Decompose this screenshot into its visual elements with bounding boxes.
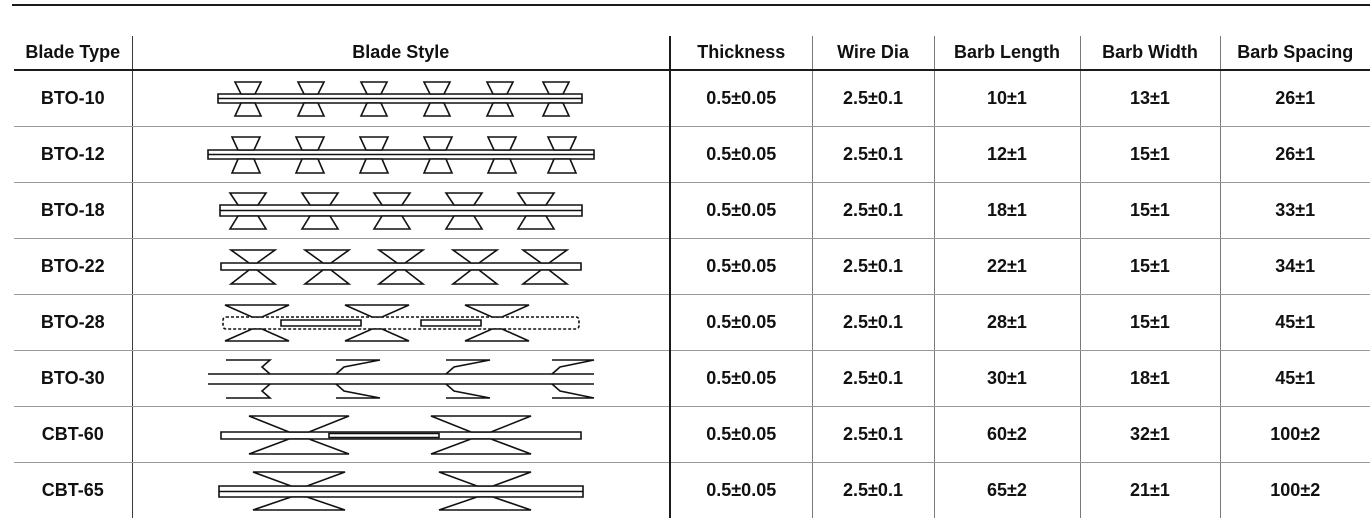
header-wire-dia: Wire Dia xyxy=(812,36,935,71)
blade-type-cell: BTO-12 xyxy=(14,126,133,183)
barb-width-cell: 32±1 xyxy=(1080,406,1221,463)
table-row: BTO-30 0.5±0.05 2.5±0.1 30±1 18±1 xyxy=(14,350,1370,407)
barb-width-cell: 18±1 xyxy=(1080,350,1221,407)
top-rule xyxy=(12,4,1370,6)
blade-style-cell xyxy=(132,350,671,407)
header-barb-length: Barb Length xyxy=(934,36,1081,71)
thickness-cell: 0.5±0.05 xyxy=(670,182,813,239)
barb-length-cell: 30±1 xyxy=(934,350,1081,407)
blade-style-cell xyxy=(132,126,671,183)
blade-diagram-bto-28 xyxy=(221,303,581,343)
thickness-cell: 0.5±0.05 xyxy=(670,462,813,518)
blade-style-cell xyxy=(132,294,671,351)
wire-dia-cell: 2.5±0.1 xyxy=(812,238,935,295)
blade-diagram-bto-18 xyxy=(218,191,584,231)
barb-length-cell: 60±2 xyxy=(934,406,1081,463)
blade-style-cell xyxy=(132,238,671,295)
barb-length-cell: 28±1 xyxy=(934,294,1081,351)
thickness-cell: 0.5±0.05 xyxy=(670,70,813,127)
barb-length-cell: 12±1 xyxy=(934,126,1081,183)
blade-type-cell: BTO-30 xyxy=(14,350,133,407)
thickness-cell: 0.5±0.05 xyxy=(670,238,813,295)
wire-dia-cell: 2.5±0.1 xyxy=(812,350,935,407)
table-row: BTO-12 0.5±0.05 2.5±0.1 12±1 15±1 26±1 xyxy=(14,126,1370,183)
barb-length-cell: 22±1 xyxy=(934,238,1081,295)
blade-style-cell xyxy=(132,406,671,463)
thickness-cell: 0.5±0.05 xyxy=(670,126,813,183)
blade-spec-table: Blade Type Blade Style Thickness Wire Di… xyxy=(14,36,1370,518)
table-row: BTO-28 0.5±0.05 2.5±0.1 28±1 15±1 45±1 xyxy=(14,294,1370,351)
blade-diagram-bto-30 xyxy=(206,356,596,402)
barb-spacing-cell: 100±2 xyxy=(1220,406,1370,463)
blade-diagram-cbt-60 xyxy=(219,413,583,457)
header-row: Blade Type Blade Style Thickness Wire Di… xyxy=(14,36,1370,71)
thickness-cell: 0.5±0.05 xyxy=(670,350,813,407)
blade-diagram-bto-12 xyxy=(206,135,596,175)
table-row: BTO-22 0.5±0.05 2.5±0.1 22±1 15±1 34±1 xyxy=(14,238,1370,295)
barb-length-cell: 18±1 xyxy=(934,182,1081,239)
barb-width-cell: 15±1 xyxy=(1080,182,1221,239)
barb-width-cell: 15±1 xyxy=(1080,294,1221,351)
wire-dia-cell: 2.5±0.1 xyxy=(812,182,935,239)
blade-type-cell: CBT-65 xyxy=(14,462,133,518)
wire-dia-cell: 2.5±0.1 xyxy=(812,126,935,183)
blade-type-cell: CBT-60 xyxy=(14,406,133,463)
wire-dia-cell: 2.5±0.1 xyxy=(812,462,935,518)
header-blade-style: Blade Style xyxy=(132,36,671,71)
table-row: CBT-65 0.5±0.05 2.5±0.1 65±2 xyxy=(14,462,1370,518)
barb-width-cell: 13±1 xyxy=(1080,70,1221,127)
table-row: BTO-18 0.5±0.05 2.5±0.1 18±1 15±1 33±1 xyxy=(14,182,1370,239)
barb-spacing-cell: 45±1 xyxy=(1220,350,1370,407)
barb-spacing-cell: 34±1 xyxy=(1220,238,1370,295)
table-row: CBT-60 0.5±0.05 2.5±0.1 60±2 xyxy=(14,406,1370,463)
wire-dia-cell: 2.5±0.1 xyxy=(812,406,935,463)
wire-dia-cell: 2.5±0.1 xyxy=(812,70,935,127)
barb-spacing-cell: 26±1 xyxy=(1220,70,1370,127)
blade-style-cell xyxy=(132,182,671,239)
thickness-cell: 0.5±0.05 xyxy=(670,294,813,351)
wire-dia-cell: 2.5±0.1 xyxy=(812,294,935,351)
barb-length-cell: 10±1 xyxy=(934,70,1081,127)
header-blade-type: Blade Type xyxy=(14,36,133,71)
blade-diagram-cbt-65 xyxy=(217,469,585,513)
barb-spacing-cell: 26±1 xyxy=(1220,126,1370,183)
barb-width-cell: 15±1 xyxy=(1080,126,1221,183)
blade-style-cell xyxy=(132,70,671,127)
blade-type-cell: BTO-22 xyxy=(14,238,133,295)
barb-width-cell: 15±1 xyxy=(1080,238,1221,295)
header-barb-spacing: Barb Spacing xyxy=(1220,36,1370,71)
barb-spacing-cell: 45±1 xyxy=(1220,294,1370,351)
blade-diagram-bto-22 xyxy=(219,247,583,287)
barb-spacing-cell: 33±1 xyxy=(1220,182,1370,239)
blade-type-cell: BTO-28 xyxy=(14,294,133,351)
table-row: BTO-10 0.5±0.05 2.5±0.1 10±1 13±1 26±1 xyxy=(14,70,1370,127)
barb-length-cell: 65±2 xyxy=(934,462,1081,518)
header-barb-width: Barb Width xyxy=(1080,36,1221,71)
blade-type-cell: BTO-10 xyxy=(14,70,133,127)
blade-diagram-bto-10 xyxy=(216,79,586,119)
barb-spacing-cell: 100±2 xyxy=(1270,480,1321,500)
thickness-cell: 0.5±0.05 xyxy=(670,406,813,463)
blade-style-cell xyxy=(132,462,671,518)
blade-type-cell: BTO-18 xyxy=(14,182,133,239)
header-thickness: Thickness xyxy=(670,36,813,71)
barb-width-cell: 21±1 xyxy=(1080,462,1221,518)
